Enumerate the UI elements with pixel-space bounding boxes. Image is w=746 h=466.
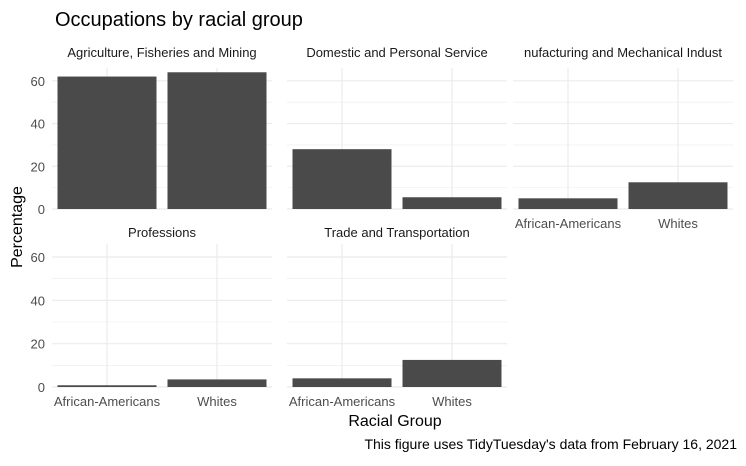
y-axis-title: Percentage bbox=[9, 186, 26, 268]
y-tick-label: 60 bbox=[31, 250, 45, 265]
bar bbox=[292, 149, 392, 209]
y-tick-label: 40 bbox=[31, 293, 45, 308]
bar bbox=[402, 197, 502, 209]
chart-title: Occupations by racial group bbox=[55, 9, 303, 31]
bar bbox=[518, 198, 618, 209]
facet-strip-label: nufacturing and Mechanical Indust bbox=[524, 45, 722, 60]
y-tick-label: 0 bbox=[38, 380, 45, 395]
bar bbox=[167, 72, 267, 209]
y-tick-label: 60 bbox=[31, 74, 45, 89]
facet-panel: Domestic and Personal Service bbox=[287, 45, 507, 210]
y-tick-label: 40 bbox=[31, 117, 45, 132]
y-tick-label: 20 bbox=[31, 159, 45, 174]
y-tick-label: 20 bbox=[31, 337, 45, 352]
x-tick-label: African-Americans bbox=[54, 394, 161, 409]
bar bbox=[57, 385, 157, 387]
facet-strip-label: Professions bbox=[128, 225, 196, 240]
facet-panels: Agriculture, Fisheries and Mining 0 20 40 60… bbox=[31, 45, 733, 409]
x-tick-label: Whites bbox=[432, 394, 472, 409]
bar bbox=[402, 359, 502, 387]
bar bbox=[628, 182, 728, 209]
bar bbox=[167, 379, 267, 387]
facet-panel: nufacturing and Mechanical Indust African… bbox=[513, 45, 733, 231]
facet-strip-label: Agriculture, Fisheries and Mining bbox=[67, 45, 256, 60]
x-tick-label: African-Americans bbox=[515, 216, 622, 231]
facet-panel: Professions 0 20 40 60 African-Americans White… bbox=[31, 225, 272, 409]
caption: This figure uses TidyTuesday's data from… bbox=[364, 436, 737, 452]
bar bbox=[57, 76, 157, 209]
facet-strip-label: Trade and Transportation bbox=[324, 225, 470, 240]
bar bbox=[292, 378, 392, 387]
x-axis-title: Racial Group bbox=[348, 413, 441, 430]
x-tick-label: Whites bbox=[658, 216, 698, 231]
facet-panel: Trade and Transportation African-American… bbox=[287, 225, 507, 409]
facet-strip-label: Domestic and Personal Service bbox=[306, 45, 487, 60]
y-tick-label: 0 bbox=[38, 202, 45, 217]
x-tick-label: African-Americans bbox=[289, 394, 396, 409]
x-tick-label: Whites bbox=[197, 394, 237, 409]
facet-panel: Agriculture, Fisheries and Mining 0 20 40 60 bbox=[31, 45, 272, 217]
